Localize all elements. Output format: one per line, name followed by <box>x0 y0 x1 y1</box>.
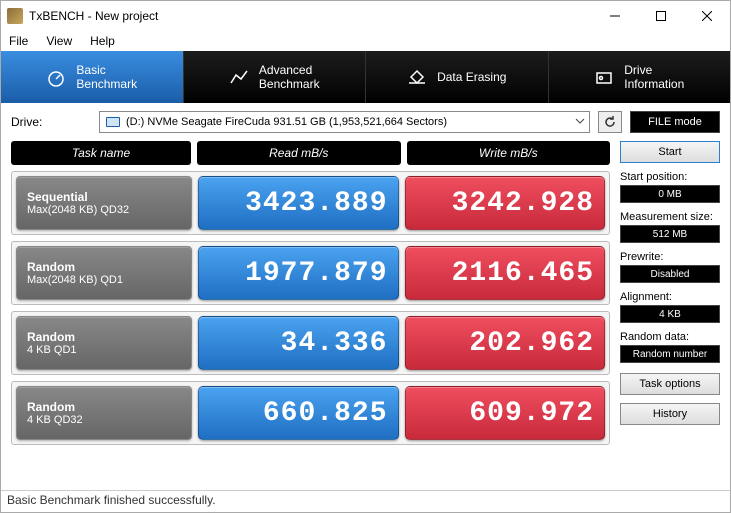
tab-label: Data Erasing <box>437 70 506 84</box>
minimize-button[interactable] <box>592 1 638 31</box>
start-position-label: Start position: <box>620 171 720 183</box>
random-data-label: Random data: <box>620 331 720 343</box>
menu-help[interactable]: Help <box>90 34 115 48</box>
prewrite-label: Prewrite: <box>620 251 720 263</box>
task-subtitle: Max(2048 KB) QD1 <box>27 274 123 286</box>
maximize-button[interactable] <box>638 1 684 31</box>
task-subtitle: 4 KB QD1 <box>27 344 77 356</box>
write-value: 202.962 <box>405 316 606 370</box>
refresh-button[interactable] <box>598 111 622 133</box>
tab-label: Drive Information <box>624 63 684 92</box>
menu-view[interactable]: View <box>46 34 72 48</box>
history-button[interactable]: History <box>620 403 720 425</box>
chevron-down-icon <box>575 116 585 129</box>
task-title: Random <box>27 330 75 344</box>
prewrite-value[interactable]: Disabled <box>620 265 720 283</box>
measurement-size-value[interactable]: 512 MB <box>620 225 720 243</box>
read-value: 1977.879 <box>198 246 399 300</box>
tab-data-erasing[interactable]: Data Erasing <box>366 51 549 103</box>
tab-advanced-benchmark[interactable]: Advanced Benchmark <box>184 51 367 103</box>
drive-selected-text: (D:) NVMe Seagate FireCuda 931.51 GB (1,… <box>126 116 447 128</box>
tab-basic-benchmark[interactable]: Basic Benchmark <box>1 51 184 103</box>
drive-select[interactable]: (D:) NVMe Seagate FireCuda 931.51 GB (1,… <box>99 111 590 133</box>
window-title: TxBENCH - New project <box>29 9 592 23</box>
benchmark-row: Random4 KB QD134.336202.962 <box>11 311 610 375</box>
benchmark-area: Task name Read mB/s Write mB/s Sequentia… <box>11 141 610 490</box>
write-value: 609.972 <box>405 386 606 440</box>
task-title: Random <box>27 400 75 414</box>
tab-label: Advanced Benchmark <box>259 63 320 92</box>
write-value: 3242.928 <box>405 176 606 230</box>
task-button[interactable]: Random4 KB QD32 <box>16 386 192 440</box>
task-title: Random <box>27 260 75 274</box>
menu-file[interactable]: File <box>9 34 28 48</box>
tab-drive-information[interactable]: Drive Information <box>549 51 731 103</box>
status-bar: Basic Benchmark finished successfully. <box>1 490 730 512</box>
file-mode-button[interactable]: FILE mode <box>630 111 720 133</box>
task-subtitle: Max(2048 KB) QD32 <box>27 204 129 216</box>
benchmark-row: SequentialMax(2048 KB) QD323423.8893242.… <box>11 171 610 235</box>
task-button[interactable]: Random4 KB QD1 <box>16 316 192 370</box>
title-bar: TxBENCH - New project <box>1 1 730 31</box>
task-options-button[interactable]: Task options <box>620 373 720 395</box>
drive-row: Drive: (D:) NVMe Seagate FireCuda 931.51… <box>1 103 730 141</box>
read-value: 660.825 <box>198 386 399 440</box>
read-value: 34.336 <box>198 316 399 370</box>
hdd-icon <box>106 117 120 127</box>
task-subtitle: 4 KB QD32 <box>27 414 83 426</box>
random-data-value[interactable]: Random number <box>620 345 720 363</box>
drive-label: Drive: <box>11 115 91 129</box>
header-write: Write mB/s <box>407 141 611 165</box>
close-button[interactable] <box>684 1 730 31</box>
task-button[interactable]: RandomMax(2048 KB) QD1 <box>16 246 192 300</box>
task-button[interactable]: SequentialMax(2048 KB) QD32 <box>16 176 192 230</box>
tab-label: Basic Benchmark <box>76 63 137 92</box>
menu-bar: File View Help <box>1 31 730 51</box>
tab-bar: Basic Benchmark Advanced Benchmark Data … <box>1 51 730 103</box>
header-task: Task name <box>11 141 191 165</box>
write-value: 2116.465 <box>405 246 606 300</box>
benchmark-row: Random4 KB QD32660.825609.972 <box>11 381 610 445</box>
alignment-value[interactable]: 4 KB <box>620 305 720 323</box>
read-value: 3423.889 <box>198 176 399 230</box>
header-read: Read mB/s <box>197 141 401 165</box>
measurement-size-label: Measurement size: <box>620 211 720 223</box>
app-icon <box>7 8 23 24</box>
side-panel: Start Start position: 0 MB Measurement s… <box>620 141 720 490</box>
gauge-icon <box>46 67 66 87</box>
task-title: Sequential <box>27 190 88 204</box>
drive-icon <box>594 67 614 87</box>
chart-icon <box>229 67 249 87</box>
alignment-label: Alignment: <box>620 291 720 303</box>
start-position-value[interactable]: 0 MB <box>620 185 720 203</box>
erase-icon <box>407 67 427 87</box>
start-button[interactable]: Start <box>620 141 720 163</box>
benchmark-row: RandomMax(2048 KB) QD11977.8792116.465 <box>11 241 610 305</box>
